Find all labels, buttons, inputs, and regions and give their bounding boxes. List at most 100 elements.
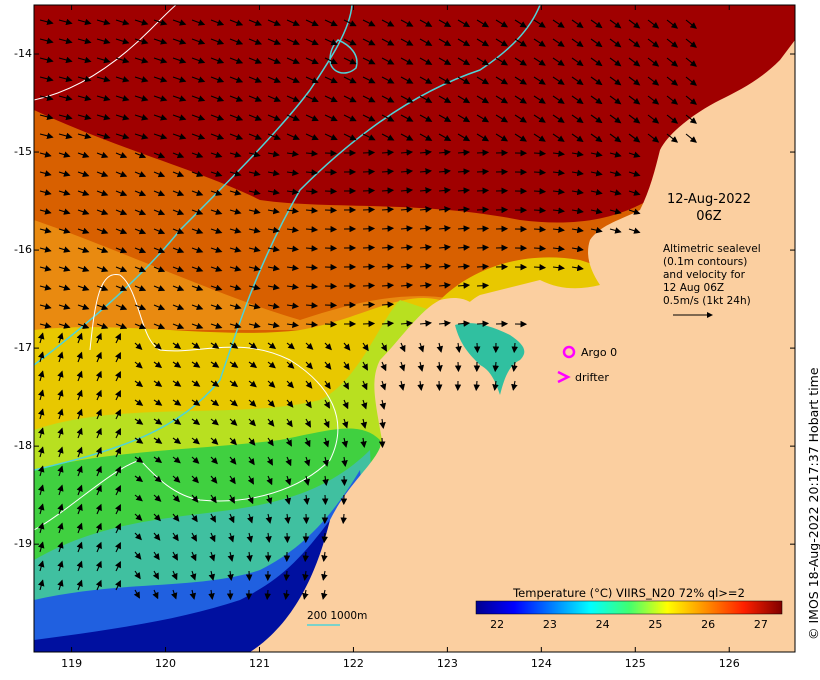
- velocity-arrow: [666, 133, 679, 143]
- velocity-arrow: [172, 342, 182, 350]
- lat-tick-label: -15: [14, 145, 32, 159]
- velocity-arrow: [362, 342, 369, 352]
- velocity-arrow: [267, 283, 280, 291]
- colorbar-tick-label: 23: [542, 618, 557, 631]
- velocity-arrow: [96, 322, 109, 330]
- velocity-arrow: [571, 226, 584, 234]
- velocity-arrow: [628, 95, 641, 105]
- velocity-arrow: [172, 19, 187, 26]
- velocity-arrow: [210, 456, 218, 465]
- velocity-arrow: [210, 76, 225, 83]
- velocity-arrow: [267, 437, 274, 447]
- velocity-arrow: [39, 170, 52, 177]
- velocity-arrow: [248, 208, 261, 215]
- velocity-arrow: [400, 244, 414, 251]
- velocity-arrow: [590, 226, 603, 234]
- velocity-arrow: [454, 361, 462, 373]
- velocity-arrow: [57, 370, 64, 382]
- velocity-arrow: [419, 57, 433, 65]
- velocity-arrow: [511, 361, 518, 372]
- velocity-arrow: [457, 206, 471, 213]
- velocity-arrow: [96, 151, 109, 159]
- velocity-arrow: [96, 227, 109, 235]
- velocity-arrow: [58, 113, 73, 121]
- velocity-arrow: [57, 465, 64, 477]
- velocity-arrow: [321, 551, 328, 562]
- velocity-arrow: [191, 456, 200, 464]
- velocity-arrow: [210, 437, 219, 445]
- velocity-arrow: [362, 301, 376, 309]
- velocity-arrow: [284, 513, 291, 524]
- velocity-arrow: [473, 342, 481, 354]
- velocity-arrow: [438, 149, 451, 156]
- velocity-arrow: [115, 38, 130, 45]
- velocity-arrow: [189, 589, 197, 600]
- colorbar-tick-label: 25: [648, 618, 663, 631]
- velocity-arrow: [400, 114, 414, 122]
- velocity-arrow: [436, 342, 444, 353]
- velocity-arrow: [438, 114, 452, 122]
- velocity-arrow: [172, 133, 187, 140]
- velocity-arrow: [96, 265, 109, 273]
- velocity-arrow: [96, 284, 109, 292]
- velocity-arrow: [191, 151, 204, 159]
- velocity-arrow: [172, 114, 187, 121]
- velocity-arrow: [95, 465, 102, 477]
- velocity-arrow: [248, 380, 257, 388]
- velocity-arrow: [457, 225, 471, 232]
- velocity-arrow: [267, 38, 282, 45]
- velocity-arrow: [283, 570, 290, 582]
- velocity-arrow: [267, 150, 280, 158]
- velocity-arrow: [305, 380, 313, 389]
- velocity-arrow: [95, 446, 102, 458]
- lat-tick-label: -18: [14, 439, 32, 453]
- velocity-arrow: [666, 114, 679, 124]
- velocity-arrow: [609, 57, 622, 67]
- velocity-arrow: [248, 342, 258, 349]
- velocity-arrow: [76, 446, 83, 458]
- velocity-arrow: [58, 303, 71, 310]
- velocity-arrow: [191, 19, 206, 26]
- velocity-arrow: [457, 187, 471, 194]
- velocity-arrow: [666, 19, 679, 29]
- velocity-arrow: [95, 351, 102, 363]
- velocity-arrow: [172, 95, 187, 102]
- velocity-arrow: [229, 342, 239, 349]
- velocity-arrow: [362, 168, 376, 176]
- velocity-arrow: [245, 570, 253, 582]
- velocity-arrow: [476, 168, 490, 175]
- velocity-arrow: [134, 380, 144, 388]
- velocity-arrow: [438, 38, 452, 46]
- velocity-arrow: [210, 361, 220, 368]
- velocity-arrow: [39, 208, 52, 215]
- velocity-arrow: [400, 38, 414, 46]
- velocity-arrow: [210, 170, 223, 177]
- velocity-arrow: [379, 399, 387, 410]
- velocity-arrow: [134, 133, 149, 140]
- velocity-arrow: [248, 265, 261, 272]
- velocity-arrow: [304, 456, 311, 467]
- velocity-arrow: [628, 114, 641, 124]
- velocity-arrow: [495, 114, 509, 123]
- velocity-arrow: [267, 19, 282, 26]
- velocity-arrow: [172, 151, 185, 159]
- velocity-arrow: [685, 76, 697, 86]
- velocity-arrow: [227, 570, 234, 581]
- velocity-arrow: [115, 190, 128, 197]
- velocity-arrow: [267, 188, 280, 196]
- velocity-arrow: [419, 168, 432, 175]
- velocity-arrow: [115, 561, 121, 572]
- velocity-arrow: [495, 95, 509, 104]
- velocity-arrow: [77, 75, 92, 83]
- velocity-arrow: [153, 285, 166, 292]
- velocity-arrow: [171, 570, 178, 581]
- velocity-arrow: [533, 226, 547, 233]
- velocity-arrow: [438, 320, 451, 327]
- velocity-arrow: [229, 19, 244, 26]
- velocity-arrow: [399, 342, 406, 353]
- velocity-arrow: [77, 284, 90, 291]
- velocity-arrow: [191, 284, 204, 292]
- velocity-arrow: [609, 19, 622, 29]
- velocity-arrow: [115, 228, 128, 235]
- velocity-arrow: [39, 227, 52, 234]
